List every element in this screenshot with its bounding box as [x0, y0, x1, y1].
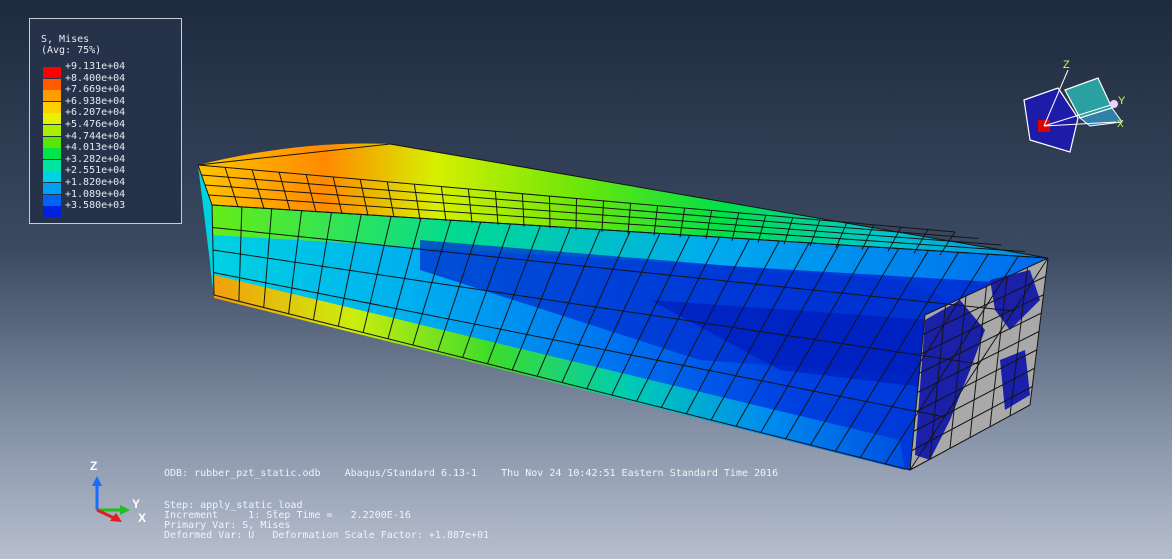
view-cube-x-label: X [1117, 119, 1124, 130]
primary-var-info: Primary Var: S, Mises [164, 520, 291, 531]
legend-swatch [43, 67, 61, 78]
legend-swatch [43, 159, 61, 171]
legend-swatch [43, 78, 61, 90]
legend-value: +3.282e+04 [65, 153, 126, 165]
legend-value: +6.207e+04 [65, 107, 126, 119]
axis-triad [92, 476, 130, 522]
legend-value: +4.744e+04 [65, 130, 126, 142]
contour-legend: S, Mises (Avg: 75%) +9.131e+04 +8.400e+04… [29, 18, 182, 224]
triad-y-label: Y [132, 497, 141, 511]
legend-value: +3.580e+03 [65, 200, 126, 212]
legend-value: +1.820e+04 [65, 177, 126, 188]
legend-swatch [43, 101, 61, 113]
deformed-var-info: Deformed Var: U Deformation Scale Factor… [164, 530, 490, 541]
odb-info: ODB: rubber_pzt_static.odb Abaqus/Standa… [164, 468, 779, 479]
legend-value: +6.938e+04 [65, 95, 126, 107]
legend-value: +4.013e+04 [65, 142, 126, 154]
side-bottom-band [214, 275, 905, 470]
increment-info: Increment 1: Step Time = 2.2200E-16 [164, 510, 411, 521]
step-info: Step: apply_static_load [164, 500, 303, 511]
legend-swatch [43, 125, 61, 136]
side-upper-band [212, 205, 1048, 285]
legend-swatch [43, 194, 61, 206]
legend-swatch [43, 183, 61, 194]
legend-value: +1.089e+04 [65, 188, 126, 200]
legend-value: +9.131e+04 [65, 61, 126, 72]
legend-value: +5.476e+04 [65, 119, 126, 130]
legend-swatch [43, 206, 61, 218]
legend-swatch [43, 171, 61, 183]
view-cube-y-label: Y [1118, 95, 1126, 107]
triad-z-label: Z [90, 459, 98, 473]
view-cube-z-label: Z [1063, 60, 1070, 71]
view-cube[interactable]: Z Y X [1010, 60, 1135, 165]
end-face-patches [915, 300, 985, 460]
legend-swatch [43, 113, 61, 125]
legend-subtitle: (Avg: 75%) [41, 45, 102, 56]
legend-swatch [43, 136, 61, 148]
legend-value: +7.669e+04 [65, 84, 126, 96]
legend-value: +8.400e+04 [65, 72, 126, 84]
legend-title: S, Mises [41, 34, 90, 45]
mesh-lines [197, 143, 1049, 471]
triad-x-label: X [138, 511, 147, 525]
legend-swatch [43, 90, 61, 102]
legend-value: +2.551e+04 [65, 165, 126, 177]
legend-swatch [43, 148, 61, 160]
beam-top-face [198, 143, 1048, 258]
